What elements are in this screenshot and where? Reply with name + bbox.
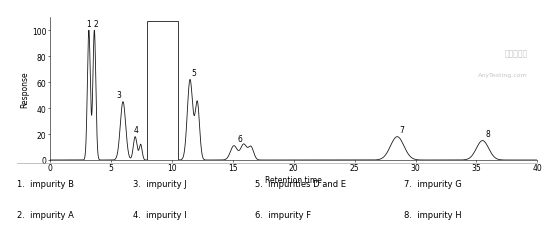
Text: 8.  impurity H: 8. impurity H — [404, 210, 462, 219]
X-axis label: Retention time: Retention time — [265, 175, 322, 184]
Text: 2: 2 — [93, 20, 98, 29]
Text: 5: 5 — [191, 69, 196, 78]
Text: AnyTesting.com: AnyTesting.com — [478, 73, 527, 78]
Text: 6.  impurity F: 6. impurity F — [255, 210, 311, 219]
Bar — [147, 22, 178, 160]
Text: 1.  impurity B: 1. impurity B — [17, 180, 74, 188]
Text: 7.  impurity G: 7. impurity G — [404, 180, 462, 188]
Text: 3.  impurity J: 3. impurity J — [133, 180, 187, 188]
Text: 2.  impurity A: 2. impurity A — [17, 210, 74, 219]
Text: 8: 8 — [485, 129, 490, 138]
Text: 嘉峪检测网: 嘉峪检测网 — [505, 49, 527, 58]
Text: 3: 3 — [116, 91, 121, 100]
Text: 6: 6 — [238, 135, 243, 144]
Text: 4.  impurity I: 4. impurity I — [133, 210, 187, 219]
Text: 1: 1 — [86, 20, 91, 29]
Text: 7: 7 — [399, 125, 404, 134]
Y-axis label: Response: Response — [20, 71, 29, 108]
Text: 4: 4 — [134, 125, 138, 134]
Text: 5.  impurities D and E: 5. impurities D and E — [255, 180, 346, 188]
